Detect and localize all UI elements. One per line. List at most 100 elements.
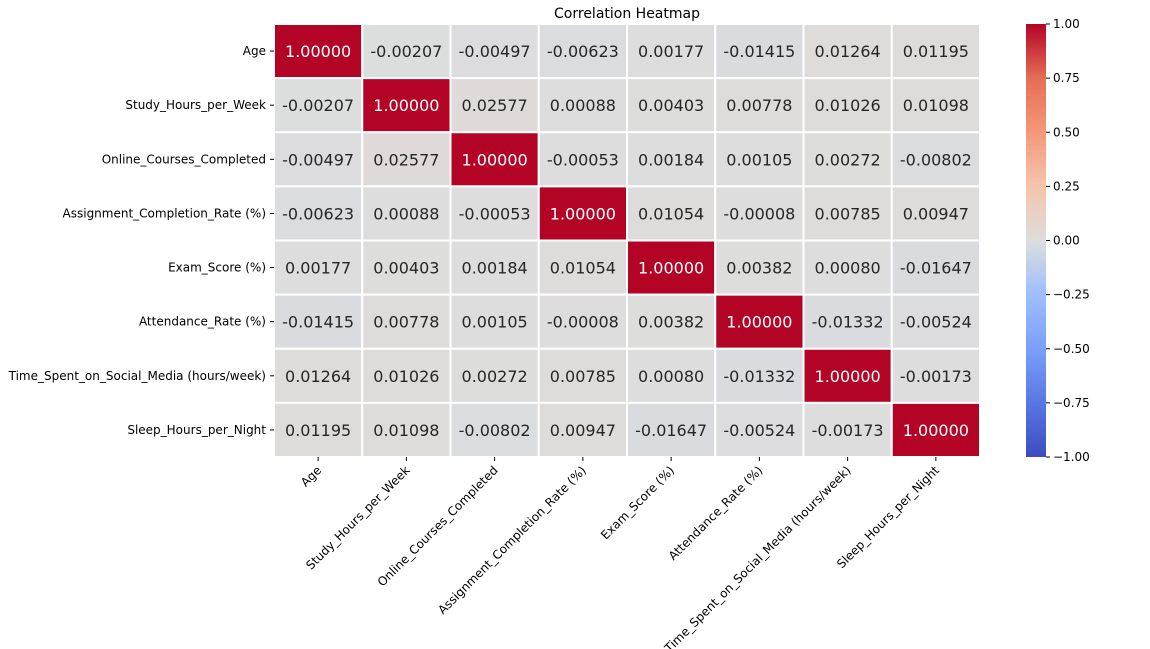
heatmap-cell-value: 0.01054 xyxy=(550,259,616,278)
heatmap-cell xyxy=(626,131,717,188)
heatmap-cell-value: -0.00802 xyxy=(459,421,531,440)
heatmap-cell-value: -0.00207 xyxy=(282,96,354,115)
y-tick-label: Study_Hours_per_Week xyxy=(125,98,266,112)
y-tick-label: Online_Courses_Completed xyxy=(102,152,266,166)
heatmap-cell xyxy=(714,131,805,188)
heatmap-cell xyxy=(890,347,981,404)
heatmap-cell-value: -0.00173 xyxy=(900,367,972,386)
colorbar-tick-label: −1.00 xyxy=(1053,450,1090,464)
heatmap-cell xyxy=(714,347,805,404)
colorbar-tick-label: −0.25 xyxy=(1053,288,1090,302)
heatmap-cell-value: 0.00785 xyxy=(815,204,881,223)
colorbar-tick-label: 0.00 xyxy=(1053,234,1080,248)
heatmap-cell-value: 0.00382 xyxy=(726,259,792,278)
heatmap-cell-value: 0.02577 xyxy=(373,150,439,169)
heatmap-cell-value: 1.00000 xyxy=(815,367,881,386)
heatmap-cell-value: -0.00497 xyxy=(459,42,531,61)
heatmap-cell-value: 0.01264 xyxy=(815,42,881,61)
heatmap-cell-value: 0.00088 xyxy=(550,96,616,115)
heatmap-cell-value: 0.01098 xyxy=(903,96,969,115)
heatmap-cell-value: 1.00000 xyxy=(903,421,969,440)
heatmap-cell-value: 0.02577 xyxy=(462,96,528,115)
x-tick-label: Sleep_Hours_per_Night xyxy=(834,463,942,571)
heatmap-cell xyxy=(449,347,540,404)
heatmap-cell-value: -0.00802 xyxy=(900,150,972,169)
heatmap-cell-value: -0.00524 xyxy=(723,421,795,440)
heatmap-cell xyxy=(449,185,540,242)
heatmap-cell-value: 0.00785 xyxy=(550,367,616,386)
heatmap-cell-value: 0.00105 xyxy=(462,313,528,332)
x-tick-label: Time_Spent_on_Social_Media (hours/week) xyxy=(661,463,854,649)
heatmap-cell xyxy=(890,131,981,188)
heatmap-cell xyxy=(626,347,717,404)
heatmap-cell-value: 0.00778 xyxy=(726,96,792,115)
heatmap-cell xyxy=(714,293,805,350)
colorbar-tick-label: 0.50 xyxy=(1053,125,1080,139)
heatmap-cell-value: 1.00000 xyxy=(373,96,439,115)
heatmap-cell xyxy=(802,347,893,404)
heatmap-cell-value: 1.00000 xyxy=(726,313,792,332)
heatmap-cell-value: 0.00080 xyxy=(815,259,881,278)
heatmap-cell xyxy=(537,239,628,296)
colorbar-tick-label: −0.75 xyxy=(1053,396,1090,410)
heatmap-cell xyxy=(361,77,452,134)
heatmap-cell-value: -0.00623 xyxy=(282,204,354,223)
heatmap-cell-value: -0.01415 xyxy=(723,42,795,61)
heatmap-cell-value: 0.00088 xyxy=(373,204,439,223)
colorbar-tick-label: 1.00 xyxy=(1053,17,1080,31)
heatmap-cell-value: 1.00000 xyxy=(550,204,616,223)
heatmap-cell xyxy=(802,185,893,242)
heatmap-cell-value: -0.01332 xyxy=(723,367,795,386)
heatmap-cell xyxy=(273,347,364,404)
colorbar-tick-label: 0.25 xyxy=(1053,179,1080,193)
y-tick-label: Time_Spent_on_Social_Media (hours/week) xyxy=(8,369,266,383)
heatmap-cell xyxy=(449,131,540,188)
heatmap-cell-value: -0.00008 xyxy=(723,204,795,223)
heatmap-cell-value: -0.01647 xyxy=(635,421,707,440)
heatmap-cell-value: 0.01195 xyxy=(903,42,969,61)
heatmap-cell xyxy=(626,293,717,350)
heatmap-cell xyxy=(361,293,452,350)
heatmap-cell-value: 1.00000 xyxy=(462,150,528,169)
heatmap-cell-value: 0.00947 xyxy=(550,421,616,440)
heatmap-cell xyxy=(890,77,981,134)
x-tick-label: Age xyxy=(298,463,324,489)
heatmap-cell-value: -0.00623 xyxy=(547,42,619,61)
heatmap-cell-value: 0.00947 xyxy=(903,204,969,223)
x-tick-label: Attendance_Rate (%) xyxy=(666,463,766,563)
x-tick-label: Exam_Score (%) xyxy=(598,463,677,542)
heatmap-cell-value: -0.00053 xyxy=(547,150,619,169)
heatmap-cell xyxy=(802,293,893,350)
y-tick-label: Exam_Score (%) xyxy=(168,261,266,275)
heatmap-cell-value: -0.00173 xyxy=(812,421,884,440)
heatmap-cell xyxy=(626,185,717,242)
heatmap-cell-value: 0.00382 xyxy=(638,313,704,332)
heatmap-cell xyxy=(890,401,981,458)
heatmap-cell xyxy=(626,239,717,296)
colorbar xyxy=(1026,24,1046,457)
heatmap-cell-value: 0.01264 xyxy=(285,367,351,386)
heatmap-cell-value: 0.00184 xyxy=(462,259,528,278)
heatmap-cell-value: -0.00207 xyxy=(370,42,442,61)
heatmap-cell-value: 0.01054 xyxy=(638,204,704,223)
heatmap-cell-value: 0.01195 xyxy=(285,421,351,440)
heatmap-cell xyxy=(802,131,893,188)
heatmap-cell-value: -0.00524 xyxy=(900,313,972,332)
heatmap-cell-value: 0.00778 xyxy=(373,313,439,332)
heatmap-cell-value: 0.00177 xyxy=(285,259,351,278)
heatmap-cell-value: -0.00008 xyxy=(547,313,619,332)
colorbar-tick-label: −0.50 xyxy=(1053,342,1090,356)
heatmap-cell-value: -0.01332 xyxy=(812,313,884,332)
heatmap-cell-value: 1.00000 xyxy=(285,42,351,61)
colorbar-tick-label: 0.75 xyxy=(1053,71,1080,85)
heatmap-cell xyxy=(537,77,628,134)
heatmap-cell-value: 0.00080 xyxy=(638,367,704,386)
x-tick-label: Study_Hours_per_Week xyxy=(303,463,412,572)
heatmap-cell-value: 0.01026 xyxy=(373,367,439,386)
heatmap-cell-value: -0.00053 xyxy=(459,204,531,223)
heatmap-cell xyxy=(714,23,805,80)
y-tick-label: Sleep_Hours_per_Night xyxy=(127,423,266,437)
heatmap-cell-value: 0.00272 xyxy=(462,367,528,386)
heatmap-cell-value: 1.00000 xyxy=(638,259,704,278)
heatmap-cell-value: 0.01098 xyxy=(373,421,439,440)
